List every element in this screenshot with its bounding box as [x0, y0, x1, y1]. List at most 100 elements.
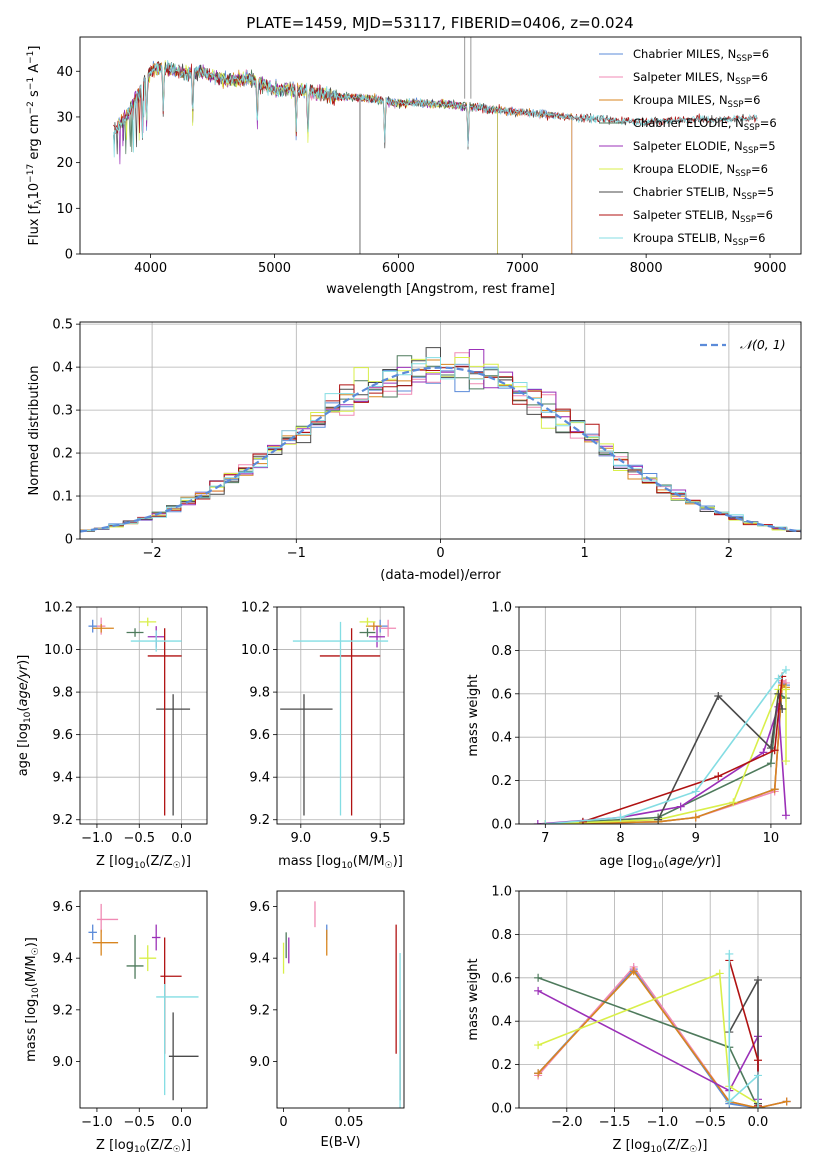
- x-tick-label: −1.0: [81, 831, 113, 846]
- legend-sub: SSP: [743, 146, 759, 156]
- legend-value: =6: [748, 231, 765, 245]
- legend-value: =6: [751, 70, 768, 84]
- y-tick-label: 0.2: [52, 447, 73, 462]
- weight-marker: [654, 815, 663, 824]
- residual-histogram-panel: −2 −1 0 1 2 0 0.1 0.2 0.3 0.4 0.5 (data-model)/erro…: [27, 318, 802, 583]
- weight-marker: [725, 1097, 734, 1106]
- spectrum-line: [118, 62, 573, 254]
- x-tick-label: 0.0: [748, 1115, 769, 1130]
- legend-sub: SSP: [740, 215, 756, 225]
- y-tick-label: 0: [65, 248, 73, 263]
- x-tick-label: −1.5: [599, 1115, 631, 1130]
- legend-entry: Chabrier MILES, NSSP=6: [633, 47, 769, 64]
- y-tick-label: 0.1: [52, 490, 73, 505]
- label-part: )]: [711, 854, 721, 869]
- x-tick-label: 0: [279, 1115, 287, 1130]
- x-tick-label: 9: [692, 831, 700, 846]
- spectrum-line: [118, 62, 573, 254]
- weight-marker: [578, 817, 587, 824]
- mass-vs-extinction-panel: 0 0.05 9.0 9.2 9.4 9.6 E(B-V): [249, 890, 405, 1150]
- legend-value: =5: [759, 139, 776, 153]
- age-vs-mass-panel: 9.0 9.5 9.2 9.4 9.6 9.8 10.0 10.2 mass [log10(M/…: [241, 601, 405, 871]
- x-tick-label: 8: [616, 831, 624, 846]
- label-part: −1: [26, 77, 36, 90]
- weight-line: [728, 953, 759, 1108]
- legend-entry: Salpeter STELIB, NSSP=6: [633, 208, 773, 225]
- y-tick-label: 10.2: [241, 601, 270, 616]
- legend-name: Salpeter MILES, N: [633, 70, 735, 84]
- y-tick-label: 9.4: [52, 952, 73, 967]
- label-part: Z [log: [96, 854, 134, 869]
- x-tick-label: 6000: [382, 261, 415, 276]
- label-part: 10: [134, 861, 146, 871]
- label-part: (M/M: [24, 955, 39, 987]
- plot-area: [533, 665, 790, 824]
- weight-marker: [534, 1041, 543, 1050]
- label-part: ☉: [31, 947, 41, 955]
- normal-curve: [80, 366, 801, 533]
- label-part: λ: [34, 199, 44, 205]
- spectrum-line: [118, 60, 573, 254]
- y-axis-label: Normed distribution: [27, 366, 42, 496]
- y-tick-label: 9.4: [52, 771, 73, 786]
- weight-line: [545, 688, 787, 824]
- label-part: (Z/Z: [145, 854, 172, 869]
- y-tick-label: 9.2: [249, 813, 270, 828]
- y-tick-label: 0.0: [491, 818, 512, 833]
- y-tick-label: 1.0: [491, 885, 512, 900]
- x-tick-label: 0.0: [171, 1115, 192, 1130]
- label-part: 10: [27, 183, 42, 200]
- y-tick-label: 1.0: [491, 601, 512, 616]
- y-tick-label: 0.5: [52, 318, 73, 333]
- legend-sub: SSP: [744, 123, 760, 133]
- legend-name: Salpeter STELIB, N: [633, 208, 740, 222]
- spectrum-line: [118, 61, 498, 254]
- label-part: )]: [697, 1138, 707, 1153]
- y-tick-label: 0.4: [491, 1015, 512, 1030]
- spectrum-line: [118, 62, 498, 254]
- label-part: Z [log: [96, 1138, 134, 1153]
- x-tick-label: 0: [436, 546, 444, 561]
- legend-sub: SSP: [735, 169, 751, 179]
- axes-frame: [276, 606, 405, 825]
- weight-marker: [691, 787, 700, 796]
- label-part: age/yr: [16, 663, 31, 706]
- y-tick-label: 9.2: [52, 813, 73, 828]
- x-tick-label: −2.0: [551, 1115, 583, 1130]
- legend-sub: SSP: [741, 192, 757, 202]
- label-part: )]: [24, 937, 39, 947]
- y-axis-label: mass [log10(M/M☉)]: [24, 937, 41, 1062]
- age-vs-metallicity-panel: −1.0 −0.5 0.09.29.49.69.810.010.2Z [log10(…: [16, 601, 208, 871]
- weight-marker: [714, 691, 723, 700]
- plot-area: [534, 949, 791, 1108]
- x-tick-label: −0.5: [694, 1115, 726, 1130]
- x-tick-label: −1.0: [81, 1115, 113, 1130]
- plot-area: [113, 37, 758, 254]
- label-part: ☉: [173, 1145, 181, 1155]
- y-tick-label: 9.6: [52, 728, 73, 743]
- x-tick-label: 9000: [753, 261, 786, 276]
- weight-marker: [715, 969, 724, 978]
- label-part: −1: [26, 51, 36, 64]
- legend-entry: Salpeter ELODIE, NSSP=5: [633, 139, 776, 156]
- legend-sub: SSP: [736, 54, 752, 64]
- legend-entry: Kroupa STELIB, NSSP=6: [633, 231, 765, 248]
- y-tick-label: 0.8: [491, 928, 512, 943]
- x-tick-label: 2: [725, 546, 733, 561]
- spectrum-line: [113, 59, 758, 158]
- axes-frame: [79, 321, 802, 540]
- legend-name: Chabrier ELODIE, N: [633, 116, 744, 130]
- axes-frame: [79, 890, 208, 1109]
- label-part: 10: [341, 861, 353, 871]
- x-axis-label: Z [log10(Z/Z☉)]: [96, 854, 191, 871]
- x-tick-label: 8000: [630, 261, 663, 276]
- weight-marker: [766, 759, 775, 768]
- x-axis-label: age [log10(age/yr)]: [599, 854, 721, 871]
- spectrum-line: [118, 60, 498, 254]
- weight-marker: [629, 967, 638, 976]
- plot-area: [88, 617, 191, 816]
- y-tick-label: 10.2: [44, 601, 73, 616]
- legend-sub: SSP: [728, 100, 744, 110]
- label-part: )]: [181, 1138, 191, 1153]
- mass-vs-metallicity-panel: −1.0 −0.5 0.09.09.29.49.6Z [log10(Z/Z☉)]ma…: [24, 890, 208, 1155]
